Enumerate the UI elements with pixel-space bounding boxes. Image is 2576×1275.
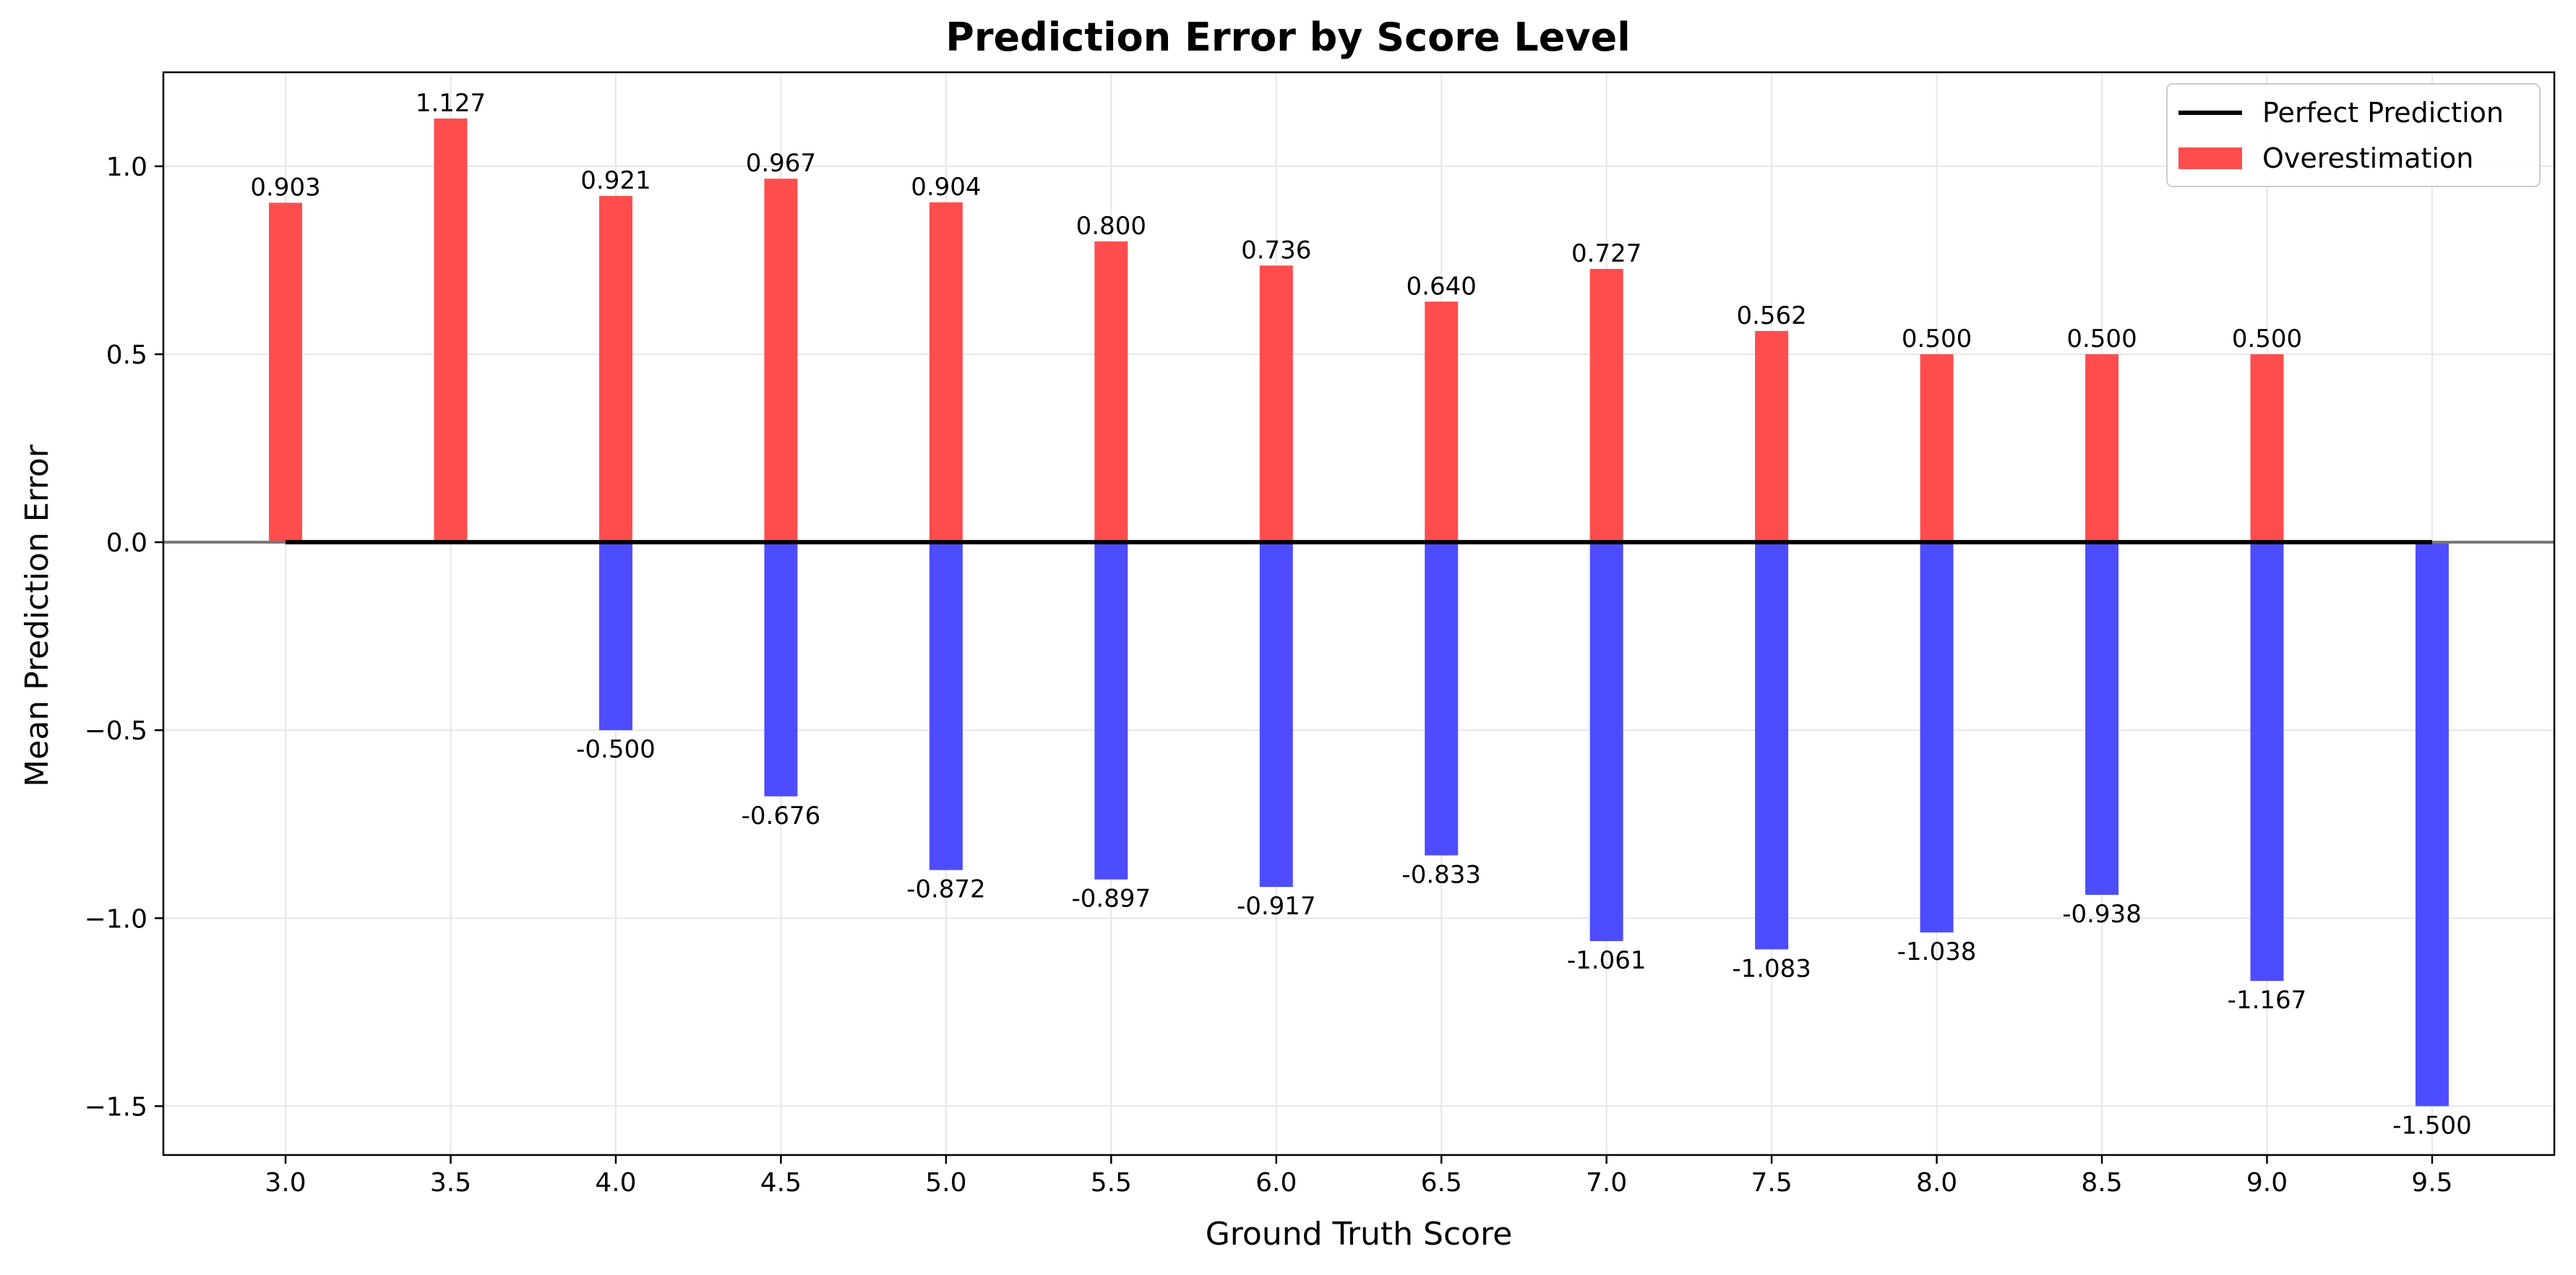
under-label-6.0: -0.917 <box>1237 892 1316 921</box>
under-bar-6.5 <box>1425 542 1459 856</box>
plot-frame <box>162 71 2556 1156</box>
x-axis-label: Ground Truth Score <box>1206 1216 1513 1253</box>
under-bar-6.0 <box>1259 542 1293 888</box>
over-bar-8.5 <box>2085 354 2119 543</box>
under-label-7.0: -1.061 <box>1567 946 1647 975</box>
under-bar-5.5 <box>1094 542 1128 880</box>
over-label-5.5: 0.800 <box>1076 212 1146 241</box>
over-label-9.0: 0.500 <box>2232 325 2302 353</box>
over-label-7.0: 0.727 <box>1571 239 1641 268</box>
legend-overestimation-label: Overestimation <box>2262 142 2473 174</box>
over-label-6.0: 0.736 <box>1241 236 1311 265</box>
x-tick-label-3.0: 3.0 <box>265 1168 306 1198</box>
x-axis-ticks: 3.0 3.5 4.0 4.5 5.0 5.5 6.0 6.5 7.0 7.5 8.0 8.5 9.0 9… <box>265 1155 2453 1198</box>
over-label-7.5: 0.562 <box>1736 301 1806 330</box>
over-label-6.5: 0.640 <box>1407 272 1477 301</box>
under-bar-9.0 <box>2250 542 2284 982</box>
over-label-5.0: 0.904 <box>911 173 981 202</box>
under-label-7.5: -1.083 <box>1732 954 1811 983</box>
x-tick-label-9.0: 9.0 <box>2246 1168 2288 1198</box>
over-bar-9.0 <box>2250 354 2284 543</box>
value-labels: 0.903 1.127 0.921 0.967 0.904 0.800 0.736 0.640… <box>250 89 2471 1140</box>
x-tick-label-6.5: 6.5 <box>1421 1168 1462 1198</box>
under-bar-7.0 <box>1589 542 1623 942</box>
under-bar-4.0 <box>598 542 632 731</box>
over-label-3.0: 0.903 <box>250 173 320 202</box>
over-bar-8.0 <box>1920 354 1954 543</box>
x-tick-label-8.5: 8.5 <box>2081 1168 2122 1198</box>
over-label-8.0: 0.500 <box>1902 325 1972 353</box>
over-bar-4.0 <box>598 196 632 543</box>
under-bar-8.0 <box>1920 542 1954 933</box>
over-label-4.0: 0.921 <box>580 166 651 195</box>
over-bar-7.0 <box>1589 269 1623 543</box>
under-label-8.5: -0.938 <box>2062 900 2142 929</box>
x-tick-label-7.5: 7.5 <box>1751 1168 1792 1198</box>
y-axis-label: Mean Prediction Error <box>19 444 56 787</box>
x-tick-label-8.0: 8.0 <box>1916 1168 1957 1198</box>
x-tick-label-4.0: 4.0 <box>595 1168 636 1198</box>
under-bar-7.5 <box>1755 542 1789 950</box>
x-tick-label-3.5: 3.5 <box>430 1168 471 1198</box>
under-bar-4.5 <box>764 542 798 797</box>
over-bar-5.5 <box>1094 241 1128 543</box>
y-tick-label-4: 0.5 <box>106 340 147 370</box>
legend: Perfect Prediction Overestimation <box>2166 83 2541 187</box>
y-tick-label-5: 1.0 <box>106 153 147 182</box>
over-label-3.5: 1.127 <box>416 89 486 118</box>
x-tick-label-6.0: 6.0 <box>1255 1168 1297 1198</box>
legend-overestimation-swatch <box>2178 147 2242 169</box>
legend-perfect-prediction-label: Perfect Prediction <box>2262 97 2504 129</box>
y-tick-label-3: 0.0 <box>106 528 147 558</box>
under-bar-8.5 <box>2085 542 2119 896</box>
under-label-5.0: -0.872 <box>906 875 986 904</box>
over-bar-6.0 <box>1259 265 1293 543</box>
over-bar-4.5 <box>764 179 798 543</box>
x-tick-label-5.0: 5.0 <box>925 1168 966 1198</box>
y-tick-label-0: −1.5 <box>85 1092 147 1122</box>
under-label-4.0: -0.500 <box>576 735 656 764</box>
over-bar-3.0 <box>269 202 303 543</box>
bars <box>269 118 2449 1107</box>
chart-title: Prediction Error by Score Level <box>945 14 1630 60</box>
y-axis-ticks: −1.5 −1.0 −0.5 0.0 0.5 1.0 <box>85 153 163 1122</box>
x-tick-label-7.0: 7.0 <box>1586 1168 1627 1198</box>
under-label-4.5: -0.676 <box>742 802 821 830</box>
over-bar-6.5 <box>1425 301 1459 543</box>
under-label-8.0: -1.038 <box>1897 937 1977 966</box>
legend-box <box>2166 83 2541 187</box>
y-tick-label-1: −1.0 <box>85 904 147 934</box>
under-bar-9.5 <box>2415 542 2449 1107</box>
x-tick-label-5.5: 5.5 <box>1091 1168 1132 1198</box>
over-bar-5.0 <box>929 202 963 543</box>
over-bar-3.5 <box>434 118 468 543</box>
under-label-9.0: -1.167 <box>2228 986 2307 1015</box>
over-label-4.5: 0.967 <box>746 149 816 178</box>
y-tick-label-2: −0.5 <box>85 716 147 746</box>
over-label-8.5: 0.500 <box>2066 325 2137 353</box>
x-tick-label-9.5: 9.5 <box>2411 1168 2452 1198</box>
under-bar-5.0 <box>929 542 963 870</box>
x-tick-label-4.5: 4.5 <box>760 1168 802 1198</box>
over-bar-7.5 <box>1755 330 1789 543</box>
under-label-6.5: -0.833 <box>1401 860 1481 889</box>
under-label-5.5: -0.897 <box>1072 885 1151 914</box>
under-label-9.5: -1.500 <box>2392 1111 2472 1140</box>
